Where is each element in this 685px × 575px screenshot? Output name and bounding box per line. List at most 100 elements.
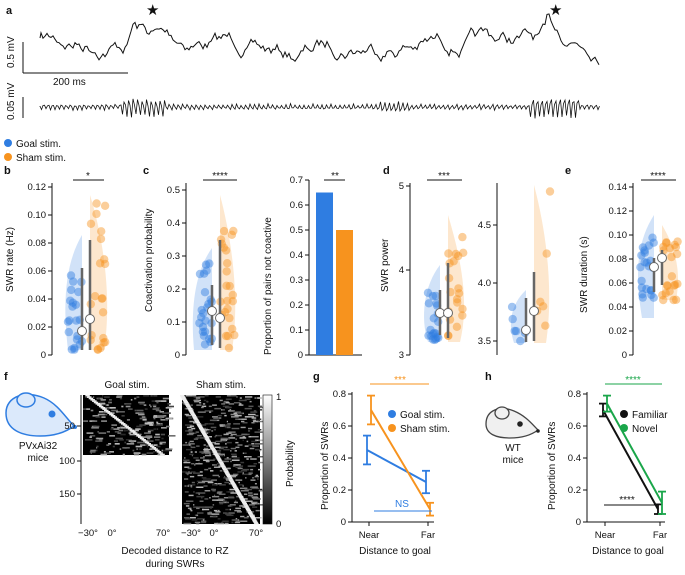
- panel-e-label: e: [565, 165, 571, 177]
- heatmap-cell: [204, 447, 209, 450]
- sham-point: [458, 304, 467, 314]
- heatmap-cell: [208, 459, 215, 461]
- heatmap-cell: [242, 485, 244, 487]
- heatmap-peak: [213, 452, 218, 454]
- heatmap-cell: [257, 405, 263, 408]
- heatmap-cell: [217, 509, 219, 512]
- heatmap-cell: [203, 444, 206, 446]
- heatmap-cell: [196, 507, 200, 510]
- heatmap-cell: [139, 412, 145, 414]
- panel-d-sig-label: ***: [438, 171, 450, 182]
- goal-point: [63, 317, 73, 326]
- heatmap-cell: [150, 405, 152, 408]
- goal-point: [198, 322, 208, 332]
- heatmap-cell: [199, 424, 207, 426]
- heatmap-cell: [225, 446, 227, 449]
- heatmap-cell: [235, 438, 237, 440]
- heatmap-cell: [149, 424, 154, 426]
- heatmap-cell: [203, 450, 209, 452]
- heatmap-cell: [211, 451, 213, 453]
- heatmap-peak: [235, 490, 240, 492]
- heatmap-cell: [250, 470, 254, 472]
- heatmap-cell: [191, 454, 193, 457]
- goal-point: [70, 343, 79, 353]
- heatmap-cell: [194, 521, 201, 524]
- heatmap-cell: [250, 458, 257, 460]
- heatmap-cell: [98, 432, 107, 434]
- heatmap-peak: [85, 395, 90, 397]
- heatmap-cell: [101, 416, 106, 418]
- goal-point: [649, 293, 658, 302]
- heatmap-cell: [185, 505, 190, 507]
- heatmap-cell: [204, 452, 211, 454]
- heatmap-cell: [156, 428, 159, 430]
- heatmap-cell: [209, 497, 211, 499]
- panel-g-sig-label: ***: [394, 375, 406, 386]
- heatmap-cell: [231, 427, 240, 430]
- heatmap-cell: [209, 511, 212, 513]
- heatmap-cell: [165, 448, 173, 450]
- heatmap-cell: [103, 452, 111, 454]
- heatmap-cell: [154, 407, 160, 409]
- sham-point: [225, 313, 234, 323]
- heatmap-cell: [228, 437, 236, 439]
- heatmap-peak: [214, 453, 219, 456]
- heatmap-cell: [153, 395, 158, 397]
- panel-b-ytick: 0.10: [28, 210, 47, 221]
- heatmap-cell: [249, 400, 252, 403]
- heatmap-cell: [198, 461, 200, 464]
- goal-point: [72, 316, 81, 325]
- heatmap-sham-xtick: 70°: [249, 528, 264, 539]
- heatmap-cell: [229, 508, 231, 511]
- heatmap-cell: [155, 433, 160, 436]
- heatmap-cell: [221, 460, 229, 463]
- heatmap-cell: [98, 411, 104, 413]
- heatmap-cell: [202, 508, 210, 511]
- heatmap-cell: [226, 426, 231, 429]
- heatmap-cell: [204, 468, 209, 471]
- heatmap-cell: [219, 425, 224, 427]
- heatmap-cell: [189, 440, 194, 443]
- goal-point: [202, 266, 211, 275]
- panel-d-ylabel: SWR power: [380, 238, 391, 292]
- panel-d2-yticks: 3.5 4.0 4.5: [478, 220, 497, 347]
- heatmap-cell: [162, 412, 169, 414]
- heatmap-cell: [119, 397, 123, 400]
- heatmap-cell: [224, 414, 227, 417]
- goal-point: [201, 316, 210, 325]
- heatmap-cell: [225, 508, 229, 511]
- heatmap-cell: [184, 457, 186, 459]
- heatmap-cell: [259, 406, 266, 409]
- panel-e-ytick: 0.02: [609, 326, 628, 337]
- goal-point: [429, 314, 438, 323]
- heatmap-cell: [198, 481, 206, 484]
- heatmap-cell: [237, 467, 243, 470]
- heatmap-cell: [106, 444, 110, 446]
- heatmap-cell: [224, 481, 230, 484]
- heatmap-cell: [100, 399, 106, 401]
- heatmap-cell: [230, 395, 237, 397]
- heatmap-cell: [258, 468, 261, 471]
- heatmap-goal-xtick: 70°: [156, 528, 171, 539]
- heatmap-cell: [160, 419, 166, 421]
- colorbar-tick-max: 1: [276, 392, 281, 403]
- heatmap-cell: [188, 443, 195, 445]
- heatmap-cell: [124, 441, 126, 444]
- panel-d-yticks: 3 4 5: [399, 181, 410, 361]
- panel-g-lines: [363, 394, 434, 517]
- heatmap-cell: [214, 446, 221, 449]
- sham-point: [542, 249, 551, 258]
- sham-point: [670, 280, 680, 290]
- heatmap-cell: [248, 436, 252, 438]
- goal-point: [205, 259, 214, 268]
- panel-g-ytick: 0.4: [333, 453, 346, 464]
- heatmap-cell: [251, 487, 253, 490]
- panel-c-bar-ytick: 0: [298, 350, 303, 361]
- goal-point: [642, 258, 651, 267]
- heatmap-cell: [111, 409, 118, 412]
- heatmap-peak: [231, 483, 236, 485]
- heatmap-cell: [248, 405, 254, 408]
- heatmap-cell: [248, 444, 255, 446]
- heatmap-cell: [255, 474, 259, 477]
- heatmap-cell: [218, 447, 224, 450]
